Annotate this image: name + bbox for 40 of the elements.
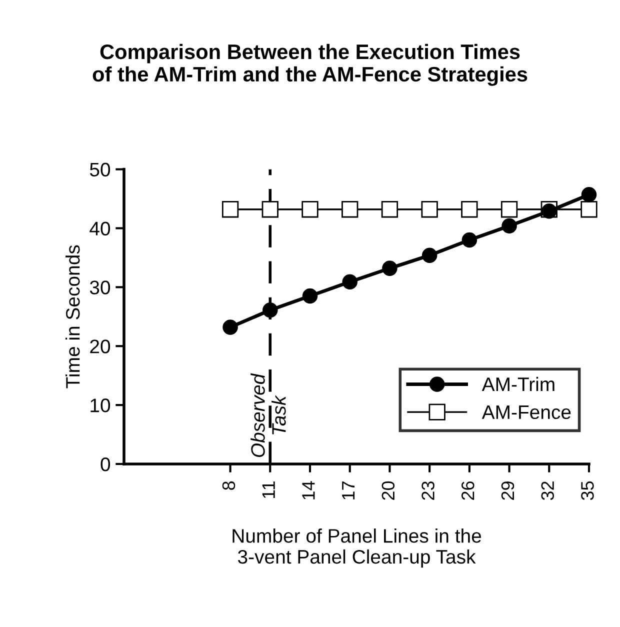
ref-line-label: Observed Task: [250, 373, 286, 458]
point: [302, 201, 318, 218]
point: [342, 274, 358, 290]
point: [580, 201, 598, 218]
x-tick-label: 17: [342, 482, 355, 500]
point: [342, 201, 358, 218]
point: [422, 248, 438, 263]
point: [500, 201, 518, 218]
y-tick-label: 10: [90, 398, 110, 412]
y-tick-label: 20: [90, 340, 110, 354]
point: [421, 201, 438, 218]
y-tick-label: 30: [90, 280, 110, 294]
point: [222, 201, 239, 218]
point: [262, 201, 278, 218]
point: [302, 288, 318, 304]
point: [222, 320, 238, 335]
x-axis-title: Number of Panel Lines in the 3-vent Panel Clean-up Task: [232, 528, 482, 568]
x-tick-label: 14: [302, 481, 315, 500]
point: [502, 218, 517, 234]
point: [462, 232, 478, 248]
x-tick-label: 8: [222, 481, 236, 490]
x-tick-label: 26: [461, 481, 474, 500]
x-tick-label: 23: [422, 481, 434, 500]
legend-label: AM-Trim: [482, 376, 554, 392]
point: [381, 201, 398, 218]
x-tick-label: 32: [541, 482, 554, 500]
point: [382, 260, 398, 276]
y-axis-title: Time in Seconds: [66, 245, 80, 388]
legend-label: AM-Fence: [482, 405, 571, 420]
x-tick-label: 29: [501, 482, 514, 500]
x-tick-label: 35: [581, 481, 594, 500]
x-tick-label: 11: [262, 482, 275, 498]
y-tick-label: 0: [100, 457, 110, 472]
y-tick-label: 40: [90, 222, 110, 236]
chart-title: Comparison Between the Execution Times of the AM-Trim and the AM-Fence Strategies: [92, 44, 528, 86]
x-tick-label: 20: [382, 481, 395, 500]
y-tick-label: 50: [90, 162, 110, 177]
point: [581, 186, 597, 202]
point: [461, 201, 478, 218]
point: [262, 302, 278, 318]
